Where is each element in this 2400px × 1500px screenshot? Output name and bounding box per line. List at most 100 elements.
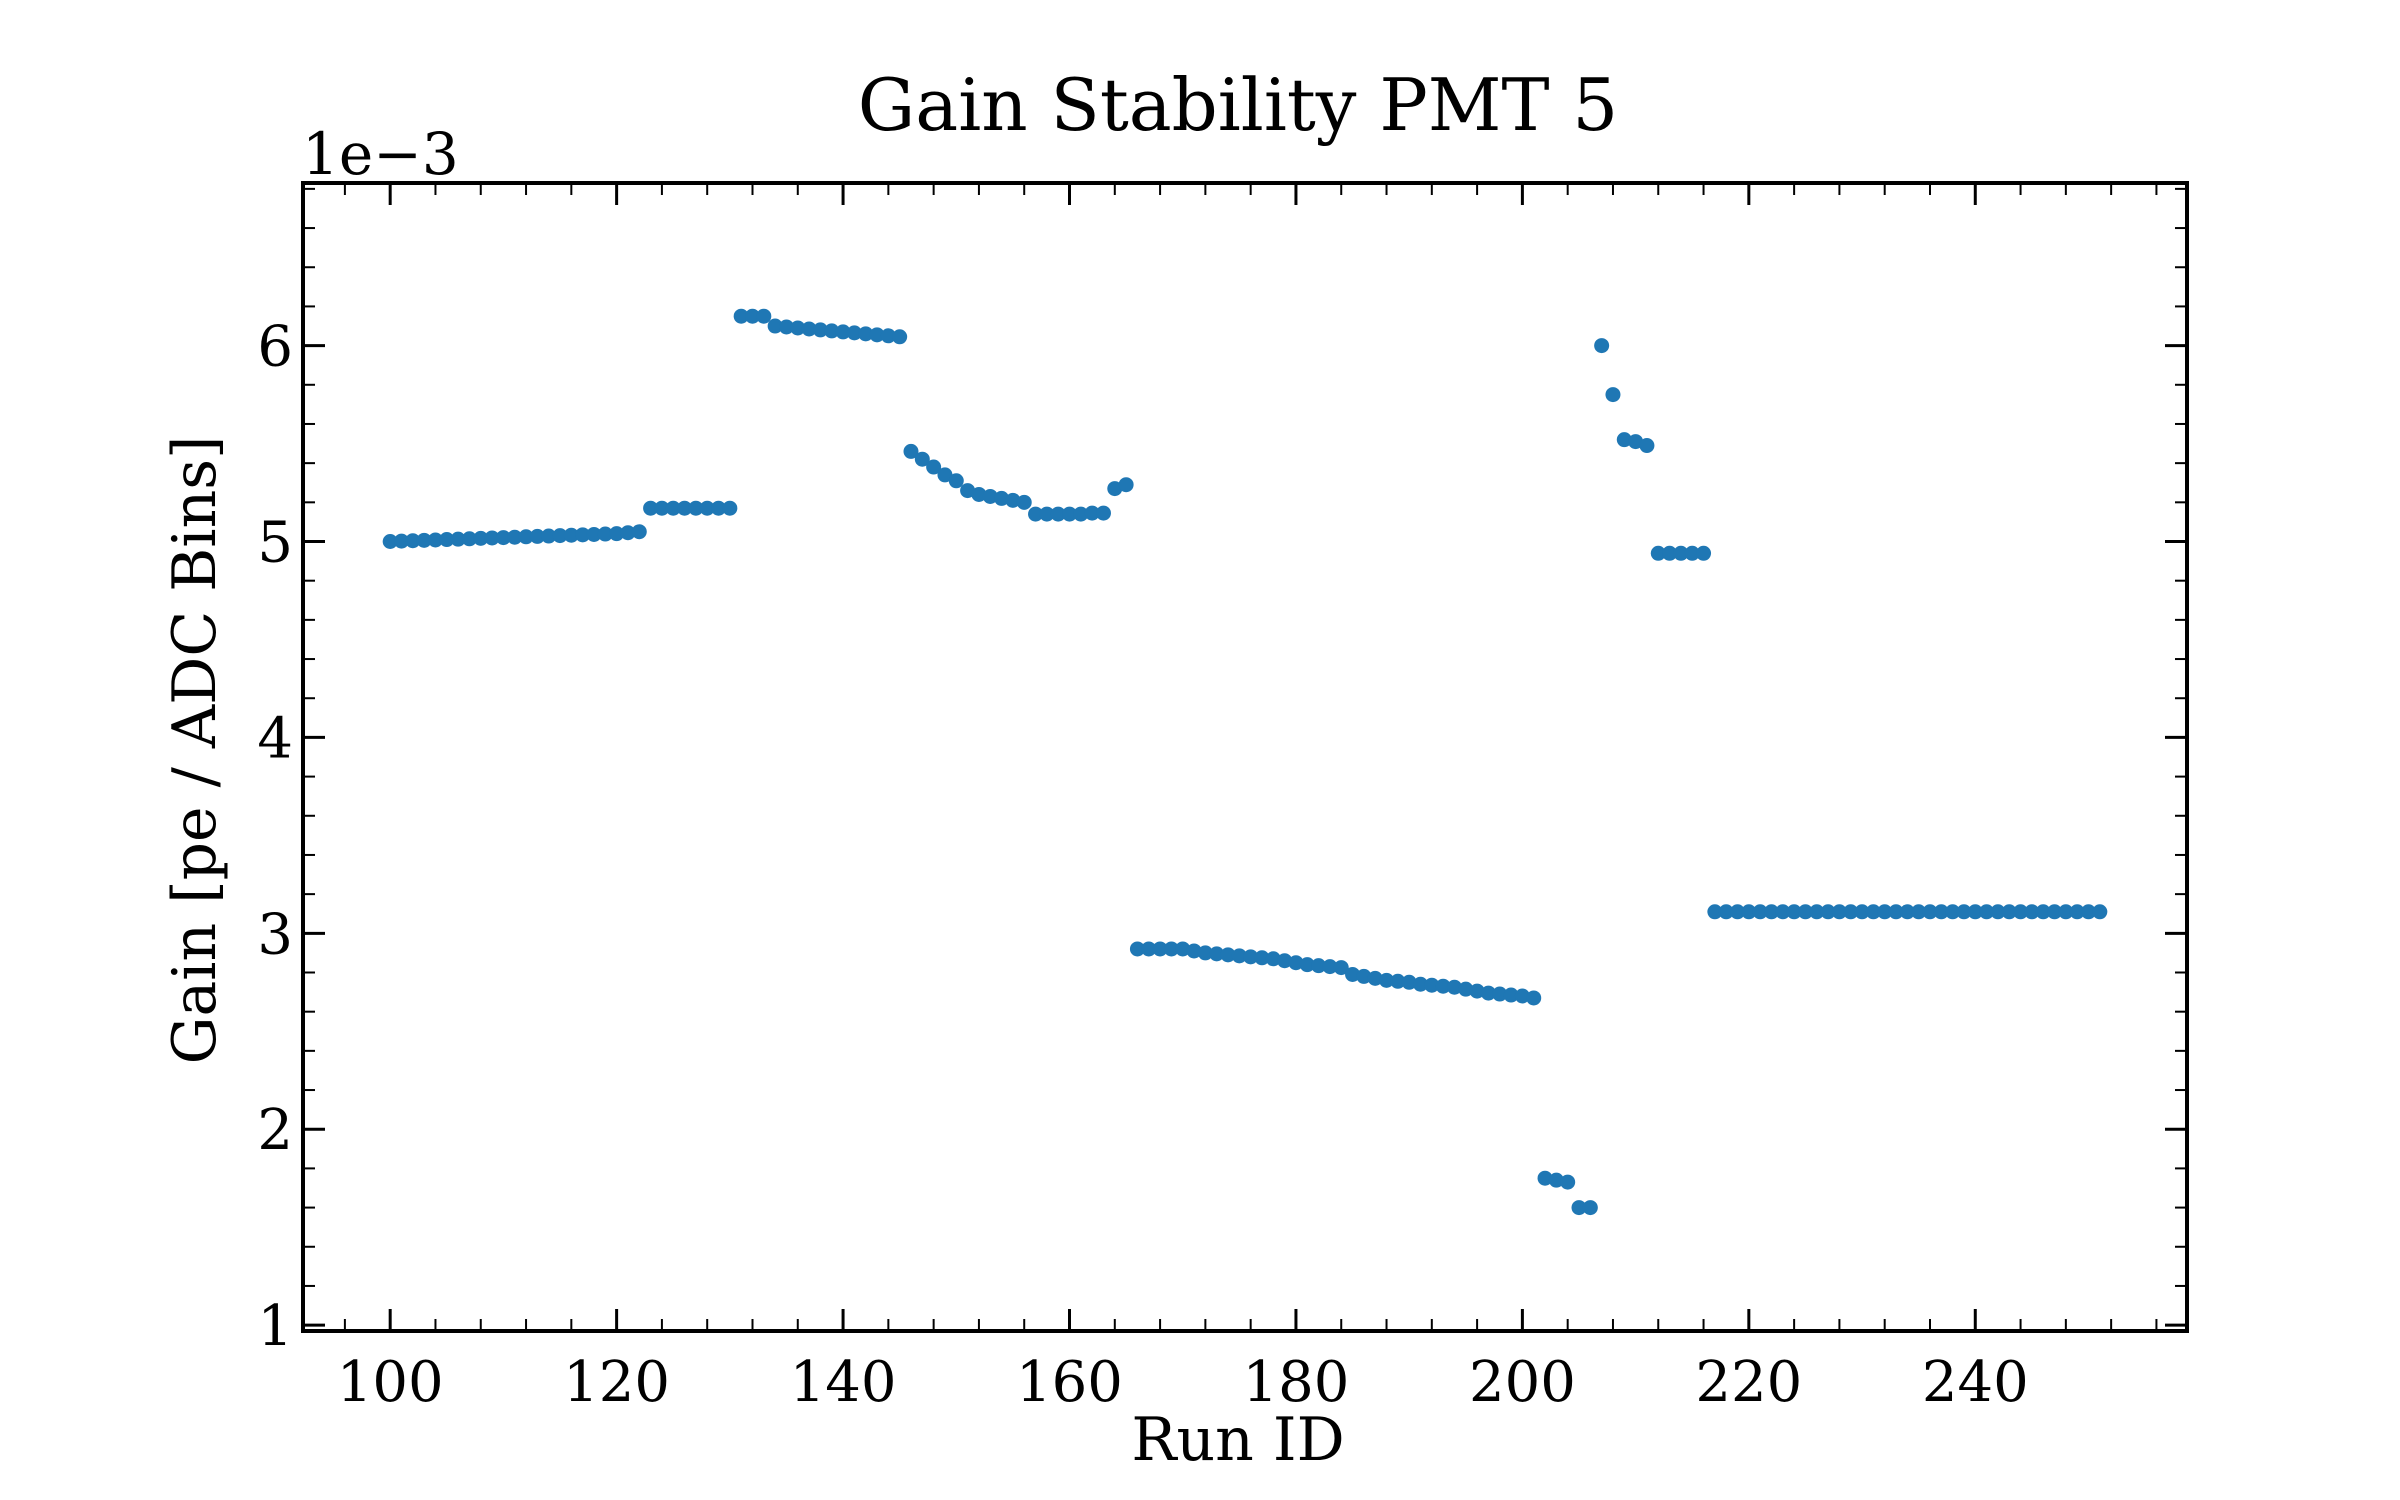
data-point [1299,957,1315,973]
data-point [1628,434,1644,450]
data-point [1243,949,1259,965]
data-point [529,528,545,544]
x-tick-label: 240 [1922,1350,2029,1415]
y-axis-label: Gain [pe / ADC Bins] [160,436,230,1065]
data-point [1118,477,1134,493]
data-point [1231,948,1247,964]
data-point [1843,904,1859,920]
data-point [439,532,455,548]
data-point [1379,972,1395,988]
data-point [1220,947,1236,963]
data-point [2080,904,2096,920]
data-point [609,526,625,542]
data-point [903,443,919,459]
data-point [1979,904,1995,920]
data-point [2058,904,2074,920]
data-point [1741,904,1757,920]
data-point [790,320,806,336]
data-point [2024,904,2040,920]
data-point [1401,974,1417,990]
data-point [1956,904,1972,920]
data-point [677,500,693,516]
data-point [1435,978,1451,994]
data-point [518,529,534,545]
data-point [1673,545,1689,561]
data-point [2001,904,2017,920]
data-point [994,490,1010,506]
data-point [1786,904,1802,920]
data-point [1560,1174,1576,1190]
data-point [1763,904,1779,920]
data-point [1650,545,1666,561]
data-point [1922,904,1938,920]
data-point [1163,941,1179,957]
data-point [416,532,432,548]
data-point [1820,904,1836,920]
data-point [1730,904,1746,920]
data-point [1537,1170,1553,1186]
x-tick-label: 140 [790,1350,897,1415]
data-point [1016,494,1032,510]
y-axis-offset-label: 1e−3 [302,120,459,188]
data-point [2013,904,2029,920]
data-point [812,322,828,338]
data-point [971,486,987,502]
data-point [880,328,896,344]
data-point [1605,387,1621,403]
data-point [1209,946,1225,962]
data-point [575,527,591,543]
data-point [1152,941,1168,957]
data-point [552,528,568,544]
data-point [1175,941,1191,957]
data-point [2092,904,2108,920]
data-point [1684,545,1700,561]
data-point [1548,1172,1564,1188]
data-point [688,500,704,516]
data-point [1458,981,1474,997]
y-tick-label: 6 [257,315,293,380]
data-point [1571,1200,1587,1216]
data-point [1492,986,1508,1002]
data-point [1412,976,1428,992]
data-point [1696,545,1712,561]
data-point [722,500,738,516]
data-point [1662,545,1678,561]
data-point [597,526,613,542]
data-point [699,500,715,516]
data-point [1582,1200,1598,1216]
data-point [1424,977,1440,993]
data-point [563,527,579,543]
data-point [1197,945,1213,961]
data-point [1333,960,1349,976]
data-point [1945,904,1961,920]
data-point [1503,987,1519,1003]
data-point [461,531,477,547]
data-point [1288,955,1304,971]
data-point [1933,904,1949,920]
data-point [1707,904,1723,920]
data-point [665,500,681,516]
data-point [1005,492,1021,508]
data-point [926,459,942,475]
data-point [2069,904,2085,920]
data-point [835,324,851,340]
data-point [778,319,794,335]
x-tick-label: 220 [1695,1350,1802,1415]
data-point [1967,904,1983,920]
data-point [1050,506,1066,522]
x-tick-labels: 100 120 140 160 180 200 220 240 [337,1350,2029,1415]
data-point [767,318,783,334]
y-tick-label: 2 [257,1098,293,1163]
data-point [982,488,998,504]
data-point [1797,904,1813,920]
data-point [1831,904,1847,920]
data-point [382,534,398,550]
data-point [1186,943,1202,959]
x-tick-label: 180 [1243,1350,1350,1415]
data-point [1888,904,1904,920]
data-point [1322,959,1338,975]
data-point [1345,966,1361,982]
data-point [631,524,647,540]
data-point [541,528,557,544]
